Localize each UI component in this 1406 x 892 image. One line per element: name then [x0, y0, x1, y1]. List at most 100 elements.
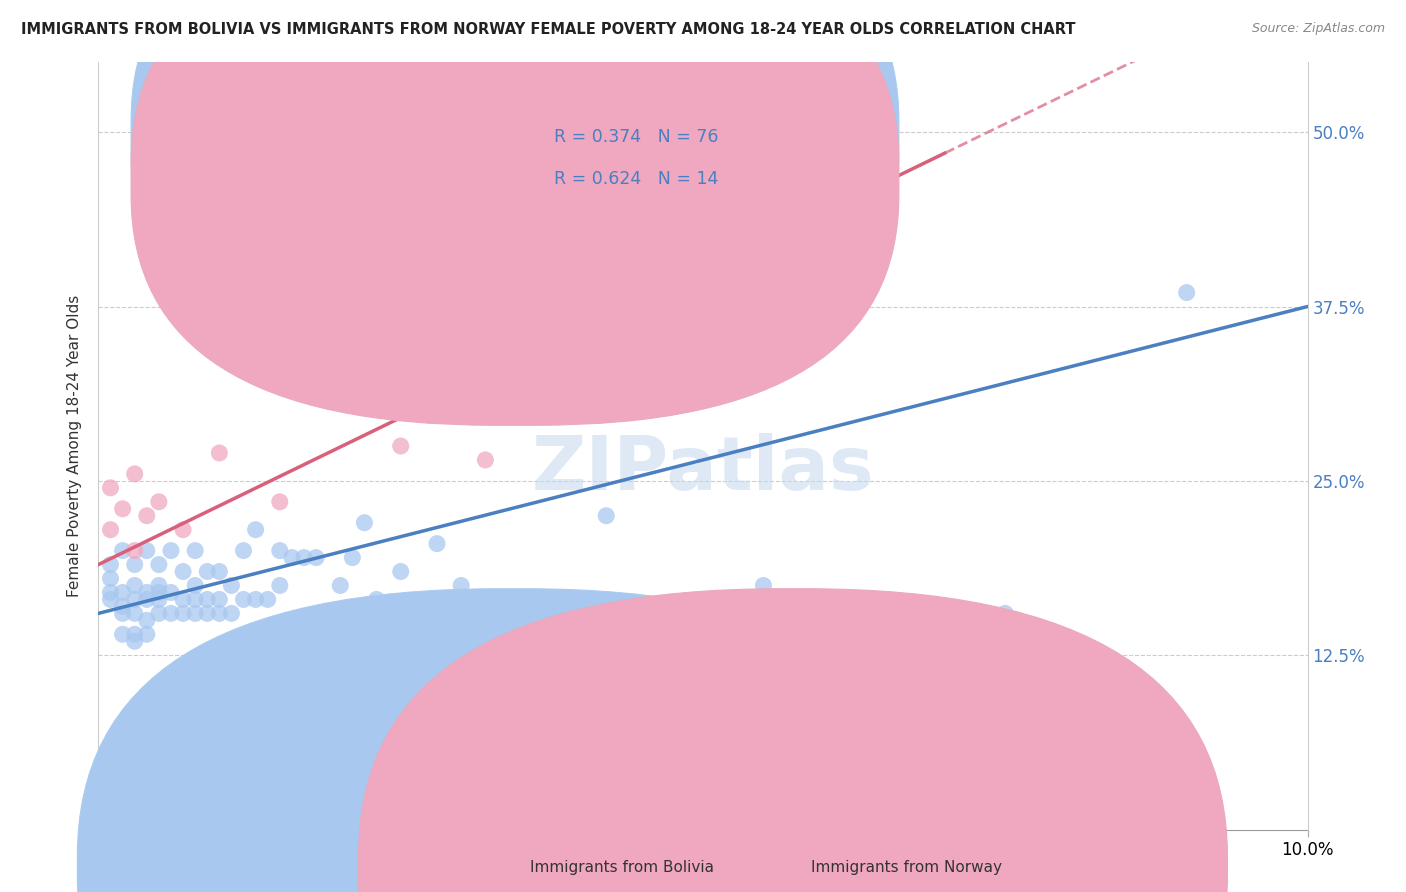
Point	[135, 613, 157, 627]
Point	[100, 585, 122, 599]
Point	[124, 627, 146, 641]
Point	[510, 620, 533, 634]
FancyBboxPatch shape	[474, 104, 806, 216]
Point	[269, 578, 291, 592]
Text: R = 0.374   N = 76: R = 0.374 N = 76	[554, 128, 718, 146]
Point	[100, 558, 122, 572]
Point	[111, 627, 134, 641]
Point	[148, 585, 170, 599]
Point	[111, 543, 134, 558]
Point	[873, 223, 896, 237]
Point	[366, 592, 388, 607]
Point	[221, 607, 243, 621]
Point	[269, 543, 291, 558]
FancyBboxPatch shape	[131, 0, 898, 383]
Point	[547, 662, 569, 676]
Point	[100, 572, 122, 586]
Point	[148, 578, 170, 592]
Point	[474, 607, 496, 621]
Point	[208, 565, 231, 579]
FancyBboxPatch shape	[131, 0, 898, 425]
Point	[184, 592, 207, 607]
Point	[124, 607, 146, 621]
Point	[813, 634, 835, 648]
Point	[124, 592, 146, 607]
Point	[389, 565, 412, 579]
Point	[135, 585, 157, 599]
Point	[111, 585, 134, 599]
Point	[124, 558, 146, 572]
Point	[208, 446, 231, 460]
Point	[450, 578, 472, 592]
Point	[281, 550, 304, 565]
Point	[934, 634, 956, 648]
Point	[402, 607, 425, 621]
Point	[135, 627, 157, 641]
Point	[124, 578, 146, 592]
Point	[160, 607, 183, 621]
Point	[208, 592, 231, 607]
Text: Immigrants from Norway: Immigrants from Norway	[811, 860, 1002, 874]
Point	[184, 578, 207, 592]
Point	[353, 516, 375, 530]
Text: R = 0.624   N = 14: R = 0.624 N = 14	[554, 170, 718, 188]
Point	[184, 607, 207, 621]
Point	[474, 453, 496, 467]
Text: Immigrants from Bolivia: Immigrants from Bolivia	[530, 860, 714, 874]
Point	[316, 607, 339, 621]
Point	[172, 592, 194, 607]
Point	[195, 592, 218, 607]
Point	[256, 592, 278, 607]
Point	[329, 578, 352, 592]
Text: IMMIGRANTS FROM BOLIVIA VS IMMIGRANTS FROM NORWAY FEMALE POVERTY AMONG 18-24 YEA: IMMIGRANTS FROM BOLIVIA VS IMMIGRANTS FR…	[21, 22, 1076, 37]
Point	[111, 607, 134, 621]
Point	[195, 607, 218, 621]
Point	[426, 536, 449, 550]
Point	[135, 592, 157, 607]
Point	[595, 508, 617, 523]
Point	[124, 467, 146, 481]
Point	[148, 558, 170, 572]
Point	[124, 634, 146, 648]
Point	[571, 676, 593, 690]
Point	[160, 585, 183, 599]
Point	[100, 523, 122, 537]
Point	[172, 523, 194, 537]
Point	[389, 439, 412, 453]
Point	[305, 550, 328, 565]
Point	[100, 592, 122, 607]
Point	[111, 501, 134, 516]
Point	[195, 565, 218, 579]
Point	[111, 599, 134, 614]
Point	[124, 543, 146, 558]
Point	[692, 293, 714, 307]
Text: Source: ZipAtlas.com: Source: ZipAtlas.com	[1251, 22, 1385, 36]
Point	[377, 620, 399, 634]
Point	[245, 523, 267, 537]
Point	[292, 550, 315, 565]
Point	[994, 607, 1017, 621]
Text: ZIPatlas: ZIPatlas	[531, 433, 875, 506]
Point	[148, 592, 170, 607]
Point	[184, 543, 207, 558]
Point	[148, 607, 170, 621]
Point	[100, 481, 122, 495]
Point	[232, 592, 254, 607]
Point	[221, 578, 243, 592]
Point	[692, 620, 714, 634]
Point	[208, 607, 231, 621]
Point	[160, 543, 183, 558]
Point	[135, 543, 157, 558]
Point	[232, 543, 254, 558]
Point	[172, 565, 194, 579]
Point	[245, 592, 267, 607]
Point	[148, 495, 170, 509]
Point	[269, 495, 291, 509]
Point	[752, 578, 775, 592]
Point	[1175, 285, 1198, 300]
Point	[873, 620, 896, 634]
Y-axis label: Female Poverty Among 18-24 Year Olds: Female Poverty Among 18-24 Year Olds	[67, 295, 83, 597]
Point	[631, 607, 654, 621]
Point	[172, 607, 194, 621]
Point	[342, 550, 364, 565]
